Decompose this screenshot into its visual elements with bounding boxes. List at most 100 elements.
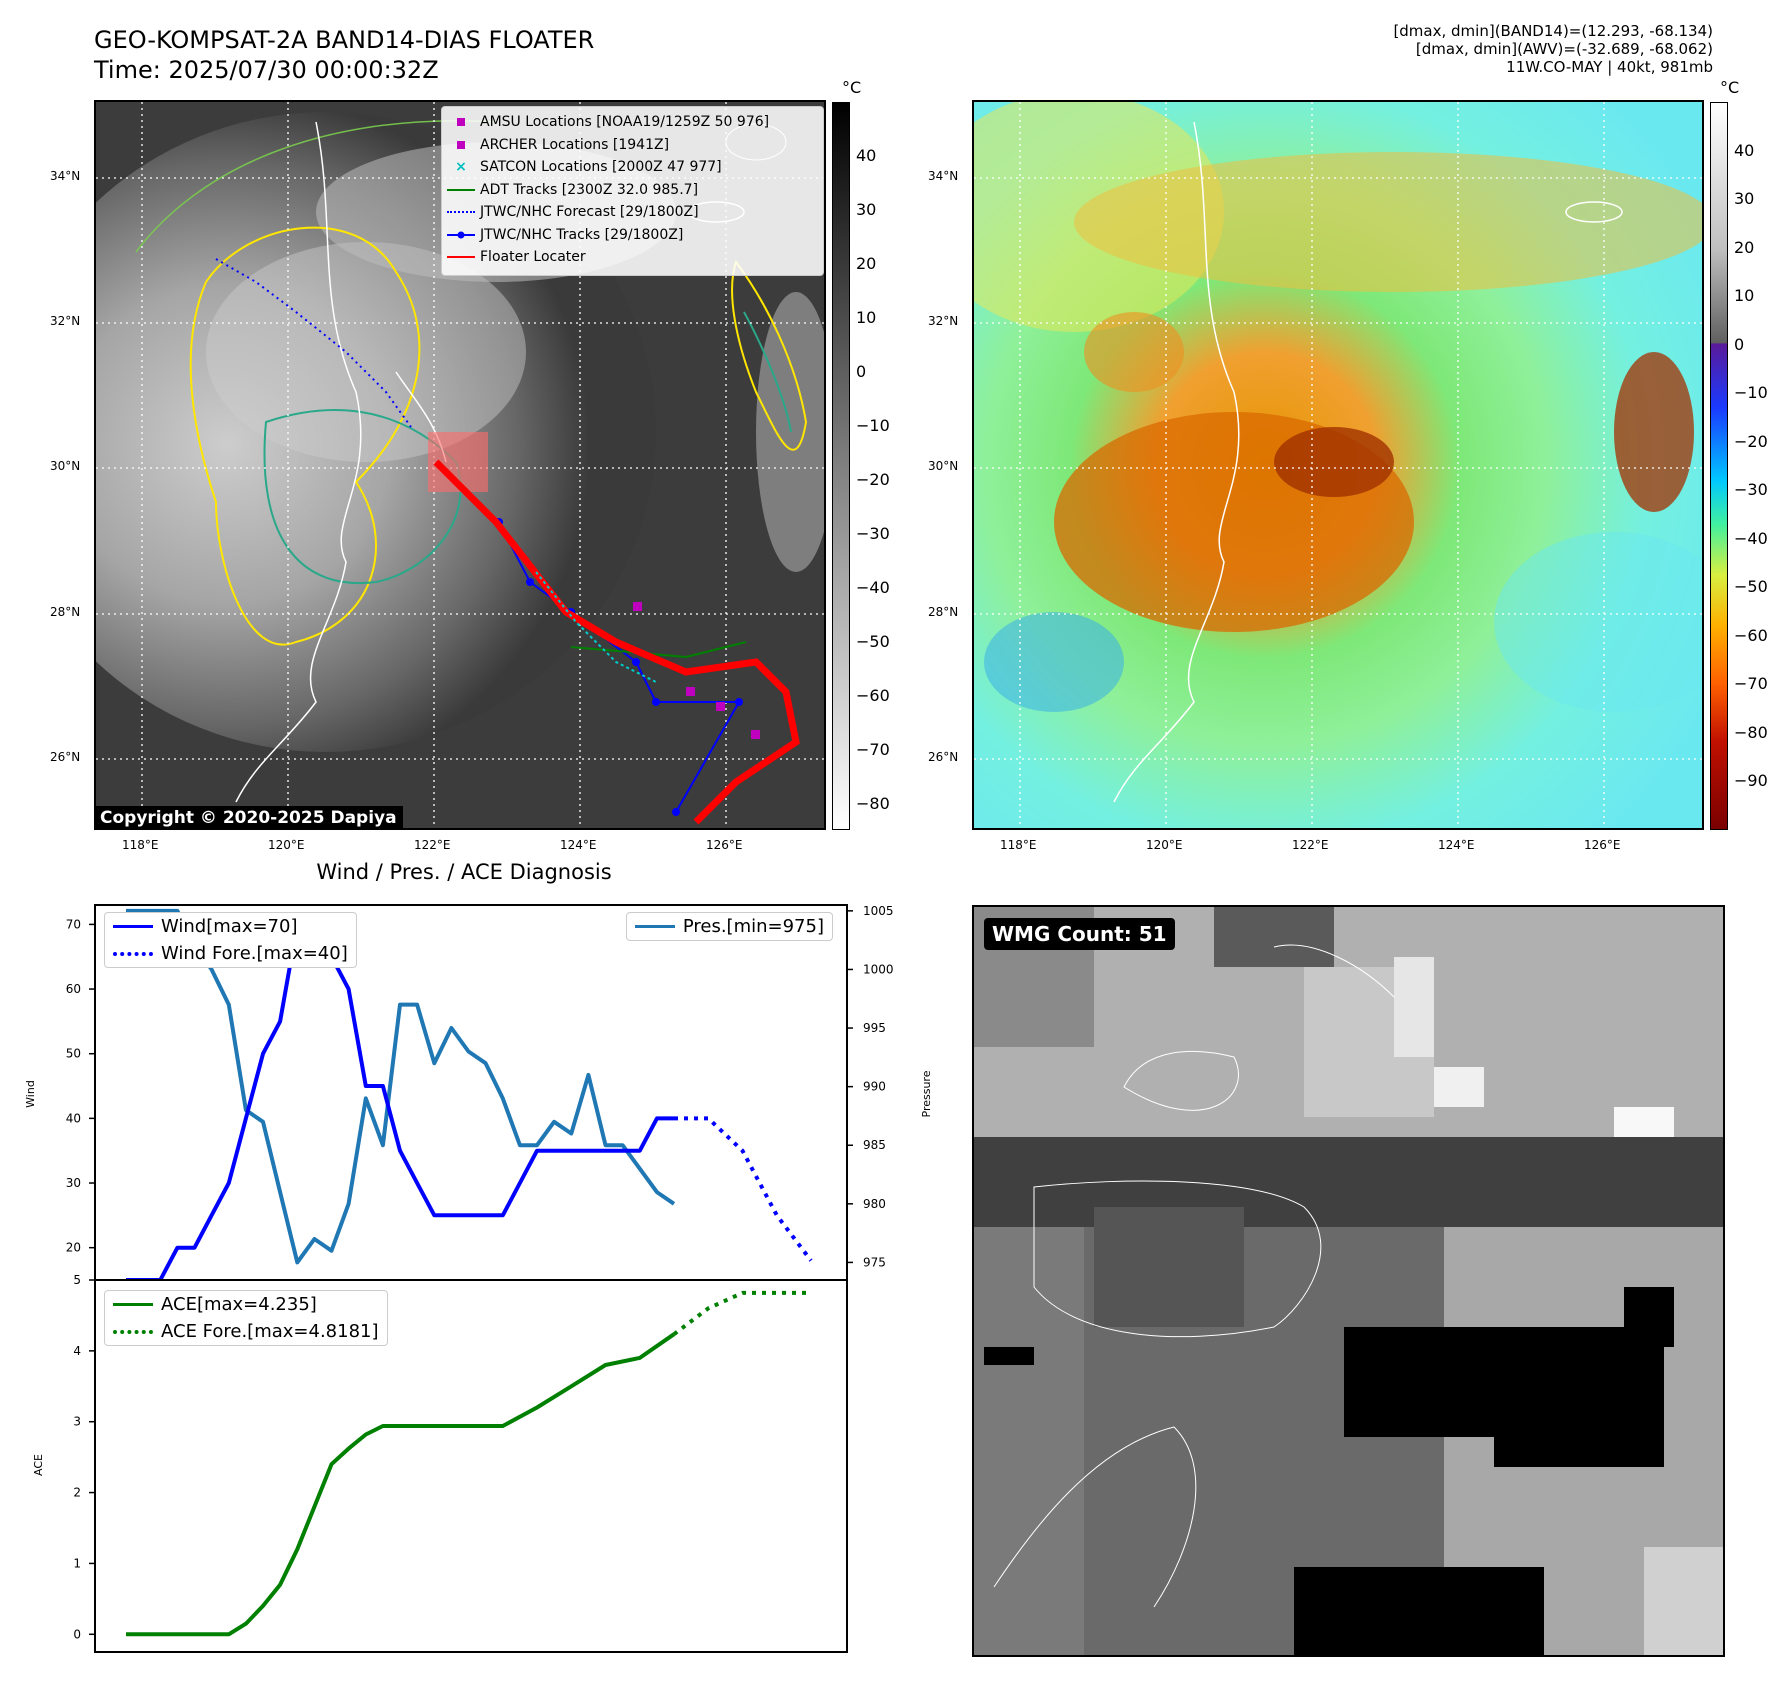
stats-awv: [dmax, dmin](AWV)=(-32.689, -68.062) (1415, 40, 1713, 58)
lcb-tick-m30: −30 (856, 524, 890, 543)
pressure-tick-label: 1000 (863, 962, 894, 976)
wind-tick-label: 30 (66, 1176, 81, 1190)
wmg-panel (972, 905, 1725, 1657)
legend-rows: AMSU Locations [NOAA19/1259Z 50 976] ARC… (442, 107, 823, 269)
awv-coastline (1113, 121, 1240, 803)
legend-wind: Wind[max=70] (105, 913, 356, 940)
rcb-tick-m10: −10 (1734, 383, 1768, 402)
wind-tick-label: 70 (66, 917, 81, 931)
legend-archer: ARCHER Locations [1941Z] (442, 134, 823, 157)
copyright-label: Copyright © 2020-2025 Dapiya (94, 806, 403, 830)
legend-satcon: × SATCON Locations [2000Z 47 977] (455, 159, 722, 176)
stats-block: [dmax, dmin](BAND14)=(12.293, -68.134) [… (1393, 22, 1713, 76)
r-lat-label-34: 34°N (928, 169, 959, 183)
lcb-tick-m70: −70 (856, 740, 890, 759)
lat-label-32: 32°N (50, 314, 81, 328)
legend-amsu: AMSU Locations [NOAA19/1259Z 50 976] (442, 111, 823, 134)
r-lon-label-126: 126°E (1584, 838, 1621, 852)
r-lon-label-124: 124°E (1438, 838, 1475, 852)
lcb-tick-0: 0 (856, 362, 867, 381)
rcb-tick-m60: −60 (1734, 626, 1768, 645)
lcb-tick-10: 10 (856, 308, 877, 327)
pressure-axis-label: Pressure (920, 1070, 933, 1117)
rcb-tick-m80: −80 (1734, 723, 1768, 742)
legend-forecast: JTWC/NHC Forecast [29/1800Z] (442, 201, 823, 224)
wind-axis-label: Wind (24, 1080, 37, 1108)
legend-tracks: JTWC/NHC Tracks [29/1800Z] (442, 224, 823, 247)
lcb-tick-40: 40 (856, 146, 877, 165)
ace-tick-label: 3 (73, 1415, 81, 1429)
r-lat-label-26: 26°N (928, 750, 959, 764)
r-lat-label-32: 32°N (928, 314, 959, 328)
awv-gridlines (974, 102, 1702, 828)
rcb-tick-m30: −30 (1734, 480, 1768, 499)
ace-legend: ACE[max=4.235] ACE Fore.[max=4.8181] (104, 1290, 388, 1346)
wind-tick-label: 60 (66, 982, 81, 996)
awv-map-panel (972, 100, 1704, 830)
lcb-tick-m50: −50 (856, 632, 890, 651)
storm-info: 11W.CO-MAY | 40kt, 981mb (1506, 58, 1713, 76)
wind-tick-label: 50 (66, 1047, 81, 1061)
contour-teal (263, 409, 462, 585)
wind-forecast-line (674, 1116, 813, 1262)
wind-tick-label: 40 (66, 1111, 81, 1125)
pressure-tick-label: 995 (863, 1021, 886, 1035)
rcb-tick-m70: −70 (1734, 674, 1768, 693)
legend-wind-forecast: Wind Fore.[max=40] (105, 940, 356, 967)
pressure-tick-label: 985 (863, 1138, 886, 1152)
ace-axis-label: ACE (32, 1454, 45, 1476)
wind-tick-label: 20 (66, 1241, 81, 1255)
r-lon-label-120: 120°E (1146, 838, 1183, 852)
wind-legend: Wind[max=70] Wind Fore.[max=40] (104, 912, 357, 968)
floater-locater (433, 459, 800, 825)
lon-label-118: 118°E (122, 838, 159, 852)
awv-map-svg (974, 102, 1702, 828)
right-colorbar-unit: °C (1720, 78, 1740, 97)
lon-label-124: 124°E (560, 838, 597, 852)
diagnosis-title: Wind / Pres. / ACE Diagnosis (316, 860, 612, 884)
lat-label-30: 30°N (50, 459, 81, 473)
lat-label-26: 26°N (50, 750, 81, 764)
pressure-line (126, 908, 676, 1265)
pressure-tick-label: 1005 (863, 904, 894, 918)
right-colorbar (1710, 102, 1728, 830)
adt-track (570, 641, 747, 659)
pressure-legend: Pres.[min=975] (625, 912, 833, 941)
r-lon-label-118: 118°E (1000, 838, 1037, 852)
coastline (235, 121, 362, 803)
rcb-tick-m50: −50 (1734, 577, 1768, 596)
lon-label-122: 122°E (414, 838, 451, 852)
ace-tick-label: 4 (73, 1344, 81, 1358)
pressure-tick-label: 990 (863, 1080, 886, 1094)
lcb-tick-30: 30 (856, 200, 877, 219)
forecast-track (215, 258, 412, 428)
pressure-tick-label: 980 (863, 1197, 886, 1211)
wmg-black-region (1344, 1327, 1664, 1437)
rcb-tick-30: 30 (1734, 189, 1755, 208)
ace-tick-label: 1 (73, 1556, 81, 1570)
left-colorbar (832, 102, 850, 830)
figure-title: GEO-KOMPSAT-2A BAND14-DIAS FLOATER (94, 26, 595, 54)
lcb-tick-20: 20 (856, 254, 877, 273)
rcb-tick-m90: −90 (1734, 771, 1768, 790)
wind-line (126, 922, 674, 1282)
legend-pressure: Pres.[min=975] (627, 913, 832, 940)
lcb-tick-m40: −40 (856, 578, 890, 597)
rcb-tick-10: 10 (1734, 286, 1755, 305)
ace-tick-label: 5 (73, 1273, 81, 1287)
figure-time: Time: 2025/07/30 00:00:32Z (94, 56, 439, 84)
legend-ace: ACE[max=4.235] (105, 1291, 387, 1318)
rcb-tick-20: 20 (1734, 238, 1755, 257)
legend-floater: Floater Locater (442, 246, 823, 269)
ace-tick-label: 0 (73, 1627, 81, 1641)
rcb-tick-40: 40 (1734, 141, 1755, 160)
rcb-tick-m40: −40 (1734, 529, 1768, 548)
left-colorbar-unit: °C (842, 78, 862, 97)
contour-yellow (189, 226, 421, 646)
stats-band14: [dmax, dmin](BAND14)=(12.293, -68.134) (1393, 22, 1713, 40)
wmg-count-label: WMG Count: 51 (984, 918, 1175, 950)
ace-forecast-line (672, 1290, 811, 1336)
legend-adt: ADT Tracks [2300Z 32.0 985.7] (442, 179, 823, 202)
lcb-tick-m10: −10 (856, 416, 890, 435)
